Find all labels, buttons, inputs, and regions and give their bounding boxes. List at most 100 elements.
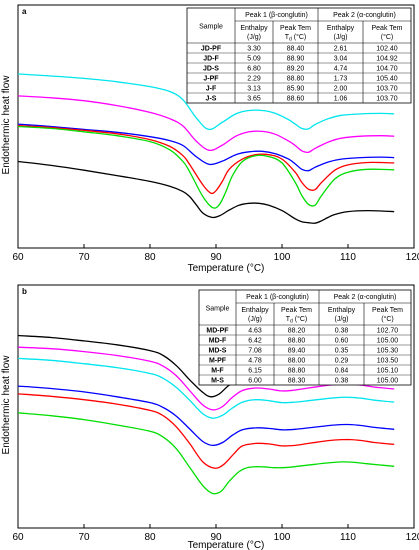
table-cell: 88.20 xyxy=(288,328,306,335)
data-table: Sample Peak 1 (β-conglutin) Peak 2 (α-cong… xyxy=(186,7,412,104)
table-frame xyxy=(198,289,412,386)
data-table: Sample Peak 1 (β-conglutin) Peak 2 (α-cong… xyxy=(198,289,412,386)
table-cell: 0.84 xyxy=(335,368,349,375)
table-cell: 0.35 xyxy=(335,348,349,355)
table-header-peak1: Peak 1 (β-conglutin) xyxy=(246,294,309,301)
table-cell: 2.00 xyxy=(334,86,348,93)
table-cell: 104.92 xyxy=(376,56,398,63)
table-cell: 4.78 xyxy=(248,358,262,365)
series-line-1 xyxy=(17,73,395,131)
table-cell: 0.38 xyxy=(335,328,349,335)
x-tick-label: 120 xyxy=(406,532,419,543)
table-header-peak2: Peak 2 (α-conglutin) xyxy=(334,294,397,301)
table-cell: 89.40 xyxy=(288,348,306,355)
table-subheader: Enthalpy xyxy=(240,25,268,32)
table-header-peak2: Peak 2 (α-conglutin) xyxy=(333,12,396,19)
table-cell: 5.09 xyxy=(247,56,261,63)
table-subheader-unit: (J/g) xyxy=(247,34,261,41)
table-cell: 85.90 xyxy=(287,86,305,93)
x-tick-label: 120 xyxy=(406,252,419,263)
table-sample-label: JD-S xyxy=(203,66,219,73)
table-cell: 7.08 xyxy=(248,348,262,355)
x-tick-label: 60 xyxy=(12,252,24,263)
table-subheader-unit: (J/g) xyxy=(334,34,348,41)
x-tick-label: 100 xyxy=(274,252,291,263)
table-cell: 1.73 xyxy=(334,76,348,83)
table-cell: 6.42 xyxy=(248,338,262,345)
table-subheader-unit: (J/g) xyxy=(248,316,262,323)
panel-a: a 60 70 80 90 100 110 120 Temperature (°C) Endoth… xyxy=(1,4,419,274)
table-cell: 88.80 xyxy=(288,368,306,375)
table-sample-label: J-PF xyxy=(203,76,219,83)
table-subheader: Peak Tem xyxy=(280,25,311,32)
table-cell: 2.29 xyxy=(247,76,261,83)
table-sample-label: JD-F xyxy=(203,56,219,63)
panel-label: b xyxy=(22,287,27,296)
table-cell: 88.30 xyxy=(288,378,306,385)
table-cell: 105.40 xyxy=(376,76,398,83)
table-header-peak1: Peak 1 (β-conglutin) xyxy=(245,12,308,19)
table-sample-label: JD-PF xyxy=(201,46,222,53)
table-cell: 88.40 xyxy=(287,46,305,53)
table-cell: 104.70 xyxy=(376,66,398,73)
table-cell: 89.20 xyxy=(287,66,305,73)
table-cell: 3.65 xyxy=(247,96,261,103)
y-axis-title: Endothermic heat flow xyxy=(1,75,12,175)
table-cell: 102.70 xyxy=(377,328,399,335)
table-frame xyxy=(186,7,412,104)
table-cell: 88.80 xyxy=(287,76,305,83)
x-axis-title: Temperature (°C) xyxy=(188,263,265,274)
series-line-3 xyxy=(17,357,395,419)
x-tick-label: 100 xyxy=(274,532,291,543)
panel-label: a xyxy=(22,7,27,16)
x-tick-label: 110 xyxy=(340,252,356,263)
table-sample-label: J-F xyxy=(206,86,217,93)
table-cell: 103.70 xyxy=(376,86,398,93)
table-cell: 0.29 xyxy=(335,358,349,365)
table-cell: 88.60 xyxy=(287,96,305,103)
table-cell: 88.80 xyxy=(288,338,306,345)
table-sample-label: MD-PF xyxy=(206,328,229,335)
table-header-sample: Sample xyxy=(199,24,223,31)
table-cell: 4.63 xyxy=(248,328,262,335)
table-subheader-unit: (°C) xyxy=(381,33,394,41)
table-cell: 0.60 xyxy=(335,338,349,345)
table-subheader: Enthalpy xyxy=(241,307,269,314)
series-line-5 xyxy=(17,393,395,469)
table-cell: 105.30 xyxy=(377,348,399,355)
table-sample-label: MD-F xyxy=(209,338,227,345)
table-subheader: Enthalpy xyxy=(328,307,356,314)
table-subheader: Peak Tem xyxy=(281,307,312,314)
table-cell: 6.00 xyxy=(248,378,262,385)
table-cell: 105.00 xyxy=(377,378,399,385)
series-line-3 xyxy=(17,123,395,172)
y-axis-title: Endothermic heat flow xyxy=(1,355,12,455)
table-cell: 3.13 xyxy=(247,86,261,93)
table-cell: 6.80 xyxy=(247,66,261,73)
table-subheader-unit: Td (°C) xyxy=(286,315,308,325)
table-cell: 103.50 xyxy=(377,358,399,365)
series-line-6 xyxy=(17,412,395,495)
x-tick-label: 70 xyxy=(78,532,90,543)
x-tick-label: 60 xyxy=(12,532,24,543)
table-sample-label: MD-S xyxy=(209,348,227,355)
table-subheader-unit: (°C) xyxy=(381,315,394,323)
series-line-6 xyxy=(17,160,395,224)
x-tick-label: 110 xyxy=(340,532,356,543)
table-cell: 105.00 xyxy=(377,338,399,345)
table-sample-label: M-F xyxy=(211,368,224,375)
table-cell: 3.04 xyxy=(334,56,348,63)
table-cell: 4.74 xyxy=(334,66,348,73)
table-cell: 3.30 xyxy=(247,46,261,53)
table-subheader-unit: Td (°C) xyxy=(285,33,307,43)
table-sample-label: M-S xyxy=(211,378,224,385)
table-cell: 1.06 xyxy=(334,96,348,103)
x-tick-label: 70 xyxy=(78,252,90,263)
x-axis-title: Temperature (°C) xyxy=(188,540,265,550)
table-cell: 105.10 xyxy=(377,368,399,375)
x-tick-label: 90 xyxy=(210,532,222,543)
table-cell: 88.00 xyxy=(288,358,306,365)
table-cell: 103.70 xyxy=(376,96,398,103)
table-subheader-unit: (J/g) xyxy=(335,316,349,323)
